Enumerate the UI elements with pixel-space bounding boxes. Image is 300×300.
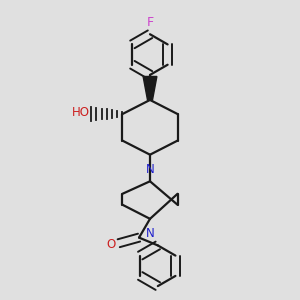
Polygon shape xyxy=(143,76,157,100)
Text: N: N xyxy=(146,227,154,240)
Text: O: O xyxy=(106,238,116,251)
Text: F: F xyxy=(146,16,154,28)
Text: HO: HO xyxy=(72,106,90,119)
Text: N: N xyxy=(146,163,154,176)
